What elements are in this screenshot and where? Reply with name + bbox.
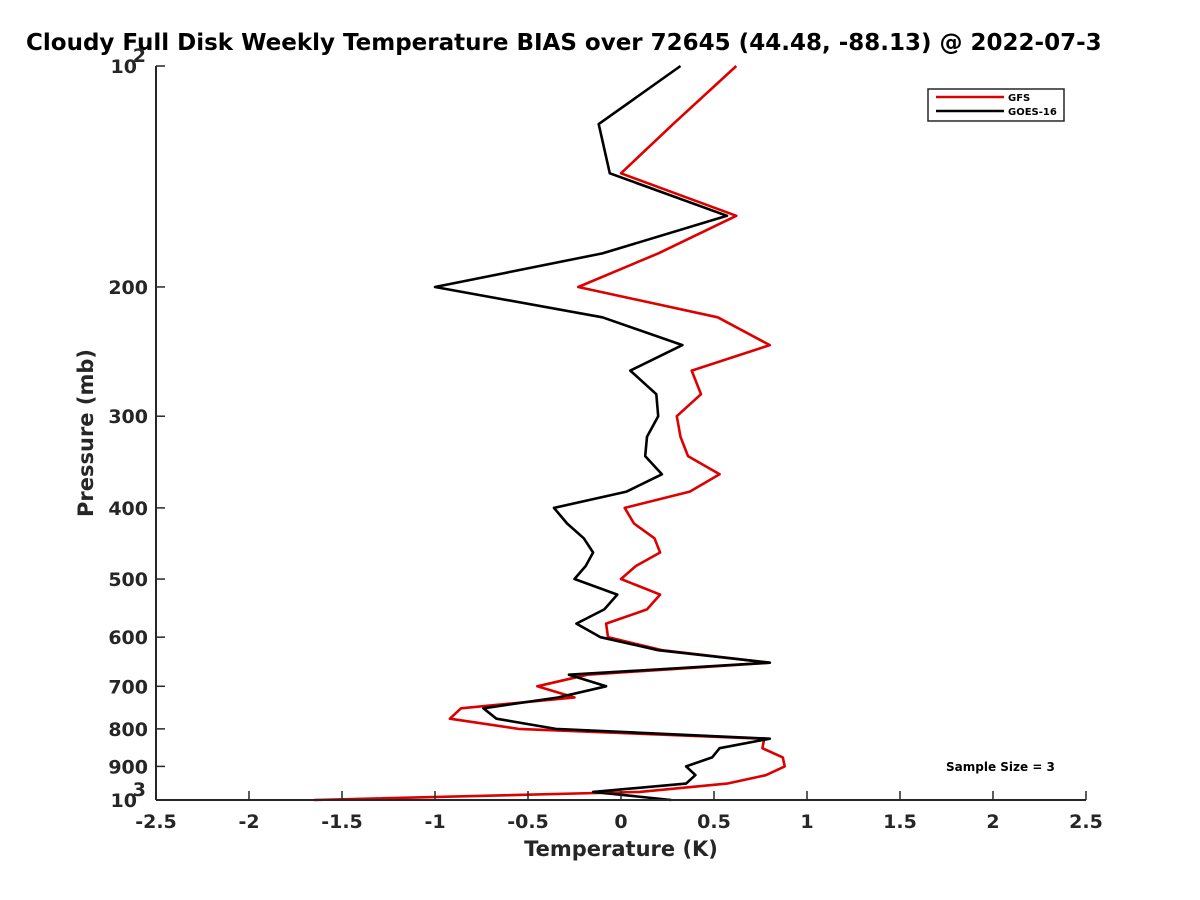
y-tick-label-exponent: 2 [133,45,146,67]
y-tick-label: 800 [108,719,148,741]
series-layer [314,64,787,802]
x-tick-label: 1.5 [883,811,917,833]
x-tick-label: -2 [238,811,259,833]
x-tick-label: -0.5 [507,811,549,833]
x-tick-label: 2.5 [1069,811,1103,833]
series-line-goes-16 [433,64,772,802]
legend-label: GFS [1008,93,1030,104]
x-tick-label: -2.5 [135,811,177,833]
x-tick-label: -1.5 [321,811,363,833]
chart-title: Cloudy Full Disk Weekly Temperature BIAS… [26,30,1102,56]
x-tick-label: 1 [800,811,813,833]
x-tick-layer: -2.5 -2 -1.5 -1 -0.5 0 0.5 1 1.5 2 2.5 [135,791,1103,833]
y-tick-label: 300 [108,406,148,428]
sample-size-annotation: Sample Size = 3 [946,760,1055,774]
y-tick-label: 900 [108,756,148,778]
y-tick-label: 700 [108,676,148,698]
y-axis-label: Pressure (mb) [74,349,98,517]
x-tick-label: 2 [986,811,999,833]
x-tick-label: 0 [614,811,627,833]
y-tick-label-exponent: 3 [133,779,146,801]
x-tick-label: 0.5 [697,811,731,833]
y-tick-label-base: 10 [111,56,137,78]
legend-box [927,88,1065,122]
legend: GFS GOES-16 [927,88,1065,122]
y-tick-label: 500 [108,569,148,591]
x-tick-label: -1 [424,811,445,833]
x-axis-label: Temperature (K) [524,837,718,861]
y-tick-label: 400 [108,498,148,520]
series-line-gfs [314,65,787,802]
y-tick-label-base: 10 [111,790,137,812]
y-tick-label: 600 [108,627,148,649]
legend-label: GOES-16 [1008,107,1057,118]
y-tick-label: 200 [108,277,148,299]
